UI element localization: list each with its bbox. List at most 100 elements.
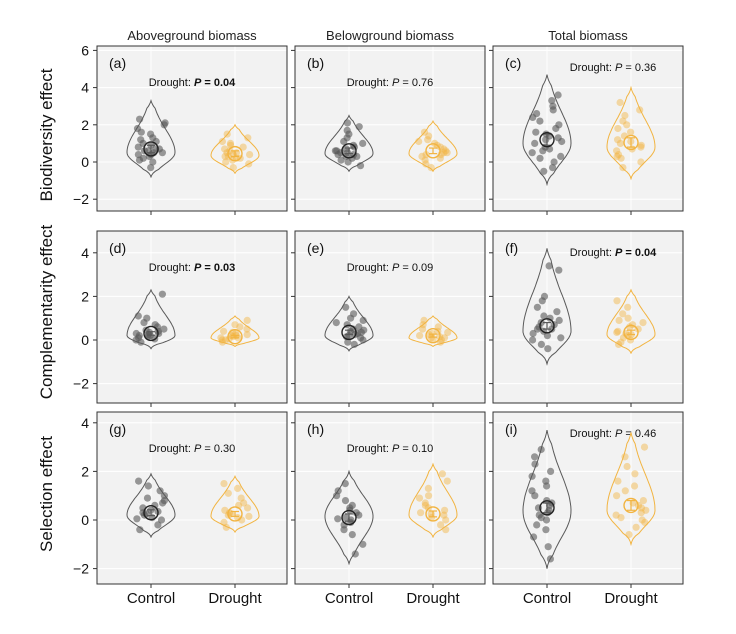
data-point	[424, 136, 432, 144]
violin-outline	[522, 430, 572, 569]
data-point	[416, 332, 424, 340]
panel-frame	[96, 45, 288, 212]
data-point	[440, 334, 449, 342]
data-point	[528, 472, 536, 480]
annotation-label: Drought:	[570, 247, 615, 259]
series-drought	[606, 288, 656, 355]
data-point	[415, 137, 423, 146]
series-control	[324, 469, 374, 566]
data-point	[246, 151, 254, 159]
series-drought	[606, 85, 656, 181]
data-point	[428, 329, 436, 338]
violin-outline	[126, 472, 176, 539]
data-point	[623, 462, 631, 471]
data-point	[137, 136, 145, 144]
panel-letter: (e)	[307, 240, 324, 256]
annotation-p-value: = 0.04	[201, 77, 236, 89]
series-drought	[408, 119, 458, 173]
row-title-1: Biodiversity effect	[37, 68, 56, 201]
panel-f: (f) Drought: P = 0.04	[489, 230, 684, 407]
mean-marker	[425, 506, 441, 522]
data-point	[244, 134, 252, 142]
data-point	[553, 308, 561, 316]
data-point	[157, 516, 166, 524]
y-tick-label: 0	[81, 154, 89, 170]
data-point	[617, 154, 625, 162]
data-point	[533, 521, 541, 529]
data-point	[614, 477, 622, 485]
annotation-p-symbol: P	[194, 77, 202, 89]
data-point	[421, 501, 429, 509]
data-point	[540, 167, 548, 175]
mean-marker	[539, 131, 555, 148]
data-point	[532, 128, 540, 136]
series-drought	[210, 123, 260, 175]
panel-background	[97, 231, 287, 403]
violin-outline	[210, 315, 260, 348]
data-point	[637, 141, 645, 149]
data-point	[220, 480, 228, 488]
panel-letter: (d)	[109, 240, 126, 256]
annotation-p-symbol: P	[615, 428, 623, 440]
data-point	[529, 329, 537, 338]
column-header-2: Belowground biomass	[326, 28, 454, 43]
annotation-label: Drought:	[347, 443, 392, 455]
data-point	[224, 489, 232, 497]
data-point	[638, 516, 646, 524]
mean-marker	[425, 327, 441, 344]
data-point	[343, 119, 352, 127]
violin-outline	[522, 248, 572, 366]
data-point	[631, 470, 639, 478]
data-point	[218, 338, 227, 346]
drought-p-annotation: Drought: P = 0.46	[570, 428, 657, 440]
annotation-p-symbol: P	[194, 262, 202, 274]
data-point	[419, 325, 427, 333]
data-point	[419, 321, 427, 329]
panel-letter: (h)	[307, 421, 324, 437]
series-control	[522, 430, 572, 569]
data-point	[158, 290, 166, 298]
mean-marker	[341, 509, 357, 526]
data-point	[348, 531, 356, 539]
annotation-p-value: = 0.10	[399, 443, 433, 455]
data-point	[133, 124, 142, 133]
data-point	[417, 509, 425, 517]
data-point	[421, 499, 429, 507]
data-point	[616, 139, 625, 147]
data-point	[528, 149, 536, 157]
data-point	[443, 477, 451, 485]
panel-frame	[96, 230, 288, 404]
panel-frame	[294, 411, 486, 585]
panel-frame	[492, 45, 684, 212]
data-point	[623, 121, 631, 129]
series-control	[324, 295, 374, 352]
data-point	[143, 494, 152, 502]
violin-outline	[606, 288, 656, 355]
data-point	[236, 323, 244, 331]
annotation-label: Drought:	[347, 262, 392, 274]
y-tick-label: 2	[81, 288, 89, 304]
panel-letter: (b)	[307, 55, 324, 71]
series-control	[324, 114, 374, 173]
data-point	[151, 501, 159, 509]
data-point	[531, 139, 539, 147]
panel-background	[97, 46, 287, 211]
data-point	[544, 543, 552, 551]
mean-marker	[143, 325, 159, 342]
series-control	[522, 248, 572, 366]
data-point	[612, 511, 620, 519]
data-point	[614, 151, 623, 159]
data-point	[160, 325, 168, 333]
panel-d: −2 0 2 4 (d) Drought: P = 0.03	[73, 230, 288, 407]
annotation-p-value: = 0.04	[622, 247, 657, 259]
data-point	[342, 514, 350, 522]
drought-p-annotation: Drought: P = 0.09	[347, 262, 434, 274]
data-point	[133, 515, 141, 523]
data-point	[156, 487, 164, 495]
panel-frame	[96, 411, 288, 585]
data-point	[425, 492, 433, 500]
annotation-p-symbol: P	[392, 77, 400, 89]
violin-outline	[408, 462, 458, 539]
data-point	[531, 460, 539, 468]
